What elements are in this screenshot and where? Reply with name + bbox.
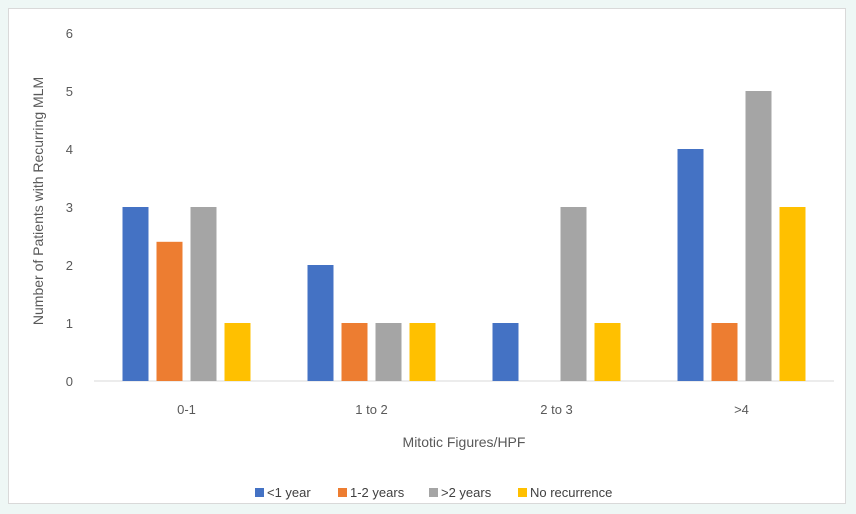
bar: [677, 149, 704, 381]
bar: [341, 323, 368, 381]
y-tick-label: 4: [66, 142, 73, 157]
bar: [190, 207, 217, 381]
y-axis-ticks: 0 1 2 3 4 5 6: [66, 26, 73, 389]
bar: [711, 323, 738, 381]
legend-swatch: [518, 488, 527, 497]
x-tick-label: >4: [734, 402, 749, 417]
y-tick-label: 2: [66, 258, 73, 273]
bar: [224, 323, 251, 381]
y-axis-title: Number of Patients with Recurring MLM: [30, 77, 46, 325]
x-tick-label: 0-1: [177, 402, 196, 417]
legend-swatch: [429, 488, 438, 497]
legend-swatch: [338, 488, 347, 497]
y-tick-label: 5: [66, 84, 73, 99]
y-tick-label: 3: [66, 200, 73, 215]
bar: [156, 241, 183, 381]
bar: [560, 207, 587, 381]
bar: [745, 91, 772, 381]
y-tick-label: 0: [66, 374, 73, 389]
x-axis-title: Mitotic Figures/HPF: [403, 434, 526, 450]
legend-label: >2 years: [441, 485, 492, 500]
bar: [409, 323, 436, 381]
legend-label: No recurrence: [530, 485, 612, 500]
bar: [594, 323, 621, 381]
chart-frame: 0 1 2 3 4 5 6 0-1 1 to 2 2 to 3 >4 Mitotic Figure…: [8, 8, 846, 504]
legend-label: <1 year: [267, 485, 311, 500]
x-tick-label: 1 to 2: [355, 402, 388, 417]
bars: [122, 91, 806, 381]
bar: [122, 207, 149, 381]
legend-label: 1-2 years: [350, 485, 405, 500]
bar: [375, 323, 402, 381]
bar-chart: 0 1 2 3 4 5 6 0-1 1 to 2 2 to 3 >4 Mitotic Figure…: [30, 26, 834, 500]
legend-swatch: [255, 488, 264, 497]
bar: [492, 323, 519, 381]
x-tick-label: 2 to 3: [540, 402, 573, 417]
x-axis-ticks: 0-1 1 to 2 2 to 3 >4: [177, 402, 749, 417]
y-tick-label: 1: [66, 316, 73, 331]
y-tick-label: 6: [66, 26, 73, 41]
legend: <1 year 1-2 years >2 years No recurrence: [255, 485, 612, 500]
bar: [307, 265, 334, 381]
bar: [779, 207, 806, 381]
